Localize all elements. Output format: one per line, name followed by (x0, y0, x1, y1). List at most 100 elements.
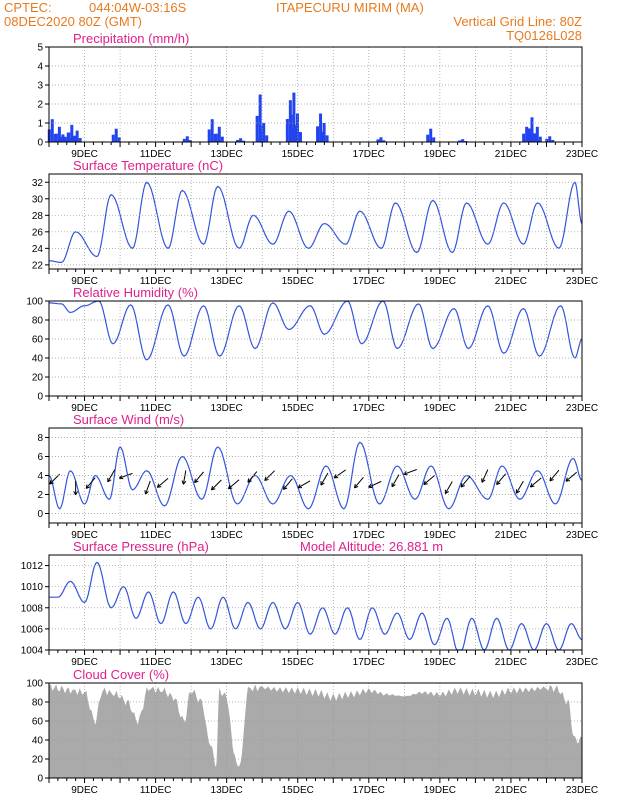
y-tick-label: 32 (32, 178, 44, 189)
precip-bar (538, 136, 542, 142)
precip-bar (217, 126, 221, 142)
wind-arrow (145, 480, 151, 495)
x-tick-label: 13DEC (211, 403, 243, 414)
wind-arrow (481, 469, 489, 483)
x-tick-label: 11DEC (140, 149, 172, 160)
wind-arrow (119, 472, 133, 479)
x-tick-label: 19DEC (424, 657, 456, 668)
x-tick-label: 17DEC (353, 403, 385, 414)
wind-arrow-head (157, 486, 162, 488)
precip-bar (188, 140, 192, 142)
header-grid-note: Vertical Grid Line: 80Z (453, 14, 582, 29)
panel-frame (48, 173, 583, 270)
x-tick-label: 15DEC (282, 403, 314, 414)
precip-bar (236, 139, 240, 142)
panel-title-5: Surface Pressure (hPa) (73, 539, 209, 554)
precip-bar (322, 123, 326, 142)
precip-bar (54, 133, 58, 142)
precip-bar (379, 137, 383, 142)
y-tick-label: 3 (37, 81, 43, 92)
y-tick-label: 1006 (21, 624, 44, 635)
y-tick-label: 20 (32, 373, 44, 384)
wind-arrow-head (391, 484, 396, 488)
wind-arrow-head (86, 486, 91, 489)
header-location: ITAPECURU MIRIM (MA) (276, 0, 424, 15)
wind-arrow (460, 476, 471, 488)
x-tick-label: 17DEC (353, 149, 385, 160)
precip-bar (522, 133, 526, 142)
header-coords-text: 044:04W-03:16S (89, 0, 187, 15)
wind-arrow-head (297, 484, 301, 489)
y-tick-label: 2 (37, 490, 43, 501)
y-tick-label: 1 (37, 119, 43, 130)
wind-arrow (283, 478, 293, 490)
wind-arrow-head (565, 480, 570, 482)
y-tick-label: 30 (32, 194, 44, 205)
x-tick-label: 23DEC (566, 530, 598, 541)
header-code-text: TQ0126L028 (506, 28, 582, 43)
y-tick-label: 5 (37, 43, 43, 54)
x-tick-label: 13DEC (211, 149, 243, 160)
panel-frame (48, 554, 583, 651)
wind-arrow-head (144, 490, 146, 495)
precip-bar (75, 130, 79, 142)
precip-bar (551, 140, 555, 142)
header-location-text: ITAPECURU MIRIM (MA) (276, 0, 424, 15)
x-tick-label: 21DEC (495, 149, 527, 160)
header-source-text: CPTEC: (4, 0, 52, 15)
precip-bar (319, 113, 323, 142)
wind-arrow-head (549, 476, 552, 482)
y-tick-label: 0 (37, 392, 43, 403)
x-tick-label: 9DEC (71, 149, 98, 160)
panel-title-1: Precipitation (mm/h) (73, 31, 189, 46)
panel-title-4: Surface Wind (m/s) (73, 412, 184, 427)
wind-arrow-head (145, 491, 149, 495)
y-tick-label: 8 (37, 433, 43, 444)
x-tick-label: 13DEC (211, 276, 243, 287)
wind-arrow-head (368, 483, 372, 488)
wind-arrow-head (530, 485, 535, 488)
x-tick-label: 11DEC (140, 657, 172, 668)
y-tick-label: 22 (32, 260, 44, 271)
panel-title-2: Surface Temperature (nC) (73, 158, 223, 173)
wind-arrow-head (247, 480, 252, 483)
precip-bar (461, 139, 465, 142)
precip-bar (429, 128, 433, 142)
wind-arrow (156, 478, 169, 488)
y-tick-label: 80 (32, 316, 44, 327)
wind-arrow-head (320, 482, 325, 486)
x-tick-label: 17DEC (353, 530, 385, 541)
x-tick-label: 19DEC (424, 149, 456, 160)
x-tick-label: 15DEC (282, 276, 314, 287)
precip-bar (532, 133, 536, 142)
header-date-text: 08DEC2020 80Z (GMT) (4, 14, 142, 29)
wind-arrow-head (210, 485, 214, 491)
wind-arrow-head (156, 483, 160, 488)
precip-bar (214, 133, 218, 142)
wind-arrow-head (73, 491, 77, 496)
y-tick-label: 24 (32, 244, 44, 255)
x-tick-label: 11DEC (140, 276, 172, 287)
wind-arrow (354, 476, 364, 489)
x-tick-label: 11DEC (140, 785, 172, 796)
y-tick-label: 28 (32, 211, 44, 222)
precip-bar (530, 117, 534, 142)
wind-arrow-head (228, 487, 233, 490)
wind-arrow-head (181, 480, 184, 485)
x-tick-label: 21DEC (495, 276, 527, 287)
y-tick-label: 26 (32, 227, 44, 238)
wind-arrow (368, 480, 382, 488)
precip-bar (239, 138, 243, 142)
precip-bar (298, 132, 302, 142)
precip-bar (78, 138, 82, 142)
header-date: 08DEC2020 80Z (GMT) (4, 14, 142, 29)
y-tick-label: 6 (37, 452, 43, 463)
cloud-area (49, 684, 582, 778)
wind-arrow-head (549, 479, 554, 482)
precip-bar (72, 135, 76, 142)
panel-4 (45, 427, 583, 528)
wind-arrow-head (211, 488, 216, 491)
precip-bar (67, 132, 71, 142)
y-tick-label: 1004 (21, 646, 44, 657)
